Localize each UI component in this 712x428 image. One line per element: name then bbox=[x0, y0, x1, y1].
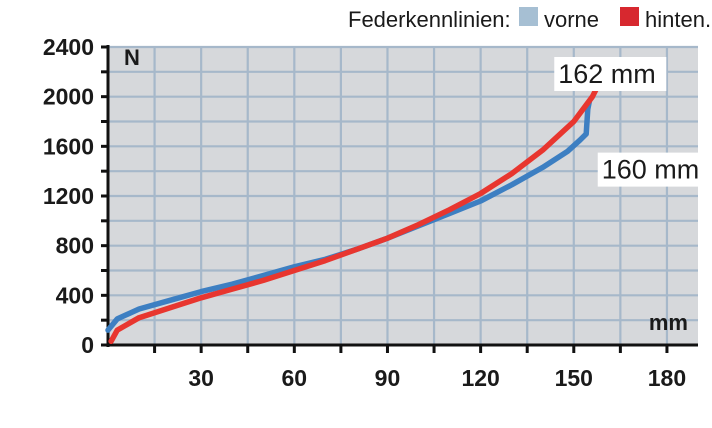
tick-labels: 0 400 800 1200 1600 2000 2400 30 60 90 120 150 180 bbox=[43, 34, 686, 391]
x-tick-label: 180 bbox=[648, 365, 686, 391]
y-tick-label: 400 bbox=[56, 282, 94, 308]
legend-label-vorne: vorne bbox=[544, 7, 599, 32]
x-tick-label: 30 bbox=[188, 365, 214, 391]
series-line-hinten bbox=[108, 66, 608, 345]
annotations: 162 mm 160 mm bbox=[554, 57, 710, 187]
y-tick-label: 1600 bbox=[43, 133, 94, 159]
annotation-background bbox=[554, 57, 667, 92]
axes bbox=[101, 45, 698, 353]
annotation-label: 160 mm bbox=[602, 155, 700, 185]
legend-swatch-vorne bbox=[519, 7, 538, 26]
legend-title: Federkennlinien: bbox=[348, 7, 511, 32]
y-tick-label: 2000 bbox=[43, 84, 94, 110]
y-tick-label: 0 bbox=[81, 332, 94, 358]
series bbox=[105, 66, 608, 345]
legend-label-hinten: hinten. bbox=[645, 7, 711, 32]
y-axis-unit-label: N bbox=[124, 45, 140, 70]
x-tick-label: 150 bbox=[555, 365, 593, 391]
legend: Federkennlinien: vorne hinten. bbox=[344, 2, 711, 34]
y-tick-label: 1200 bbox=[43, 183, 94, 209]
annotation-background bbox=[597, 152, 710, 187]
x-axis-unit-label: mm bbox=[649, 310, 688, 335]
x-tick-label: 60 bbox=[282, 365, 308, 391]
y-tick-label: 2400 bbox=[43, 34, 94, 60]
x-tick-label: 90 bbox=[375, 365, 401, 391]
y-tick-label: 800 bbox=[56, 233, 94, 259]
annotation-label: 162 mm bbox=[558, 59, 656, 89]
x-tick-label: 120 bbox=[461, 365, 499, 391]
legend-swatch-hinten bbox=[620, 7, 639, 26]
